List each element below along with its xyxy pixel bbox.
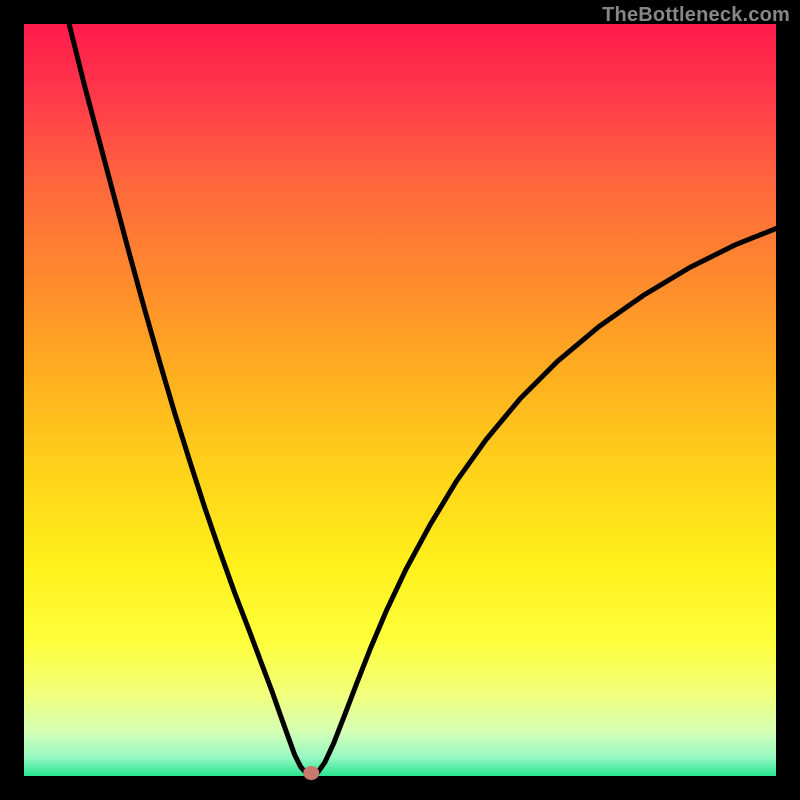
chart-frame: TheBottleneck.com xyxy=(0,0,800,800)
plot-area xyxy=(24,24,776,776)
watermark-text: TheBottleneck.com xyxy=(602,4,790,27)
